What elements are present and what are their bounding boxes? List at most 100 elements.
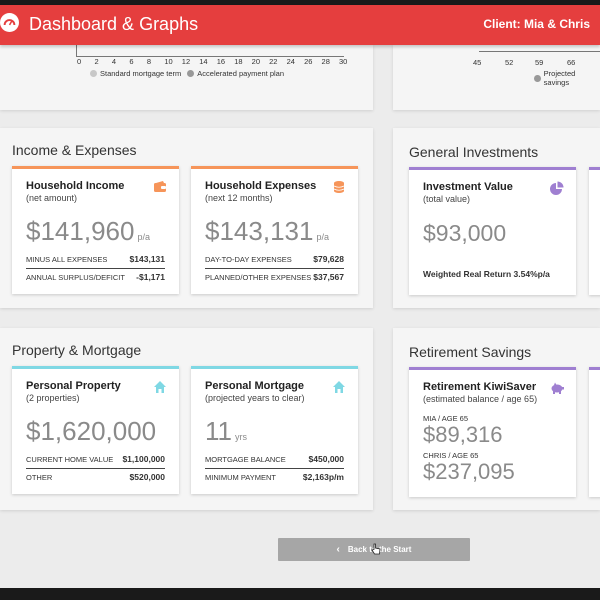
income-value: $141,960 bbox=[26, 216, 135, 246]
x-tick-label: 59 bbox=[535, 58, 544, 67]
card-subtitle: (total value) bbox=[423, 194, 471, 204]
card-subtitle: (estimated balance / age 65) bbox=[423, 394, 538, 404]
savings-legend: Projected savings bbox=[534, 69, 600, 87]
row-value: $520,000 bbox=[129, 472, 165, 482]
card-title: Household Income bbox=[26, 180, 125, 192]
x-tick-label: 8 bbox=[146, 57, 152, 66]
legend-dot bbox=[90, 70, 97, 77]
piggy-bank-icon bbox=[551, 382, 564, 394]
years-unit: yrs bbox=[235, 432, 247, 442]
chris-value: $237,095 bbox=[423, 459, 515, 484]
table-row: PLANNED/OTHER EXPENSES $37,567 bbox=[205, 269, 344, 285]
row-label: MORTGAGE BALANCE bbox=[205, 454, 286, 464]
row-value: $79,628 bbox=[313, 254, 344, 264]
home-icon bbox=[333, 381, 345, 393]
x-tick-label: 20 bbox=[251, 57, 260, 66]
legend-label: Projected savings bbox=[543, 69, 576, 87]
x-tick-label: 12 bbox=[181, 57, 191, 66]
chevron-left-icon: ‹ bbox=[336, 544, 340, 555]
x-tick-label: 10 bbox=[164, 57, 173, 66]
x-tick-label: 22 bbox=[269, 57, 278, 66]
property-mortgage-panel: Property & Mortgage Personal Property (2… bbox=[0, 328, 373, 510]
x-tick-label: 28 bbox=[321, 57, 330, 66]
chris-label: CHRIS / AGE 65 bbox=[423, 451, 479, 460]
mia-value: $89,316 bbox=[423, 422, 503, 447]
mortgage-chart-panel: 0 2 4 6 8 10 12 14 16 18 20 22 24 26 28 30 Standard mor… bbox=[0, 45, 373, 110]
x-tick-label: 45 bbox=[473, 58, 482, 67]
expenses-value-line: $143,131 p/a bbox=[205, 216, 329, 247]
legend-dot bbox=[187, 70, 195, 77]
x-tick-label: 52 bbox=[505, 58, 514, 67]
wallet-icon bbox=[154, 181, 166, 192]
app-header: Dashboard & Graphs Client: Mia & Chris bbox=[0, 5, 600, 45]
mortgage-years: 11 bbox=[205, 416, 232, 446]
retirement-card-partial bbox=[589, 367, 600, 497]
row-label: MINUS ALL EXPENSES bbox=[26, 254, 108, 264]
table-row: MINIMUM PAYMENT $2,163p/m bbox=[205, 469, 344, 485]
investment-value-card[interactable]: Investment Value (total value) $93,000 W… bbox=[409, 167, 576, 295]
divider bbox=[26, 268, 165, 269]
section-title: Income & Expenses bbox=[12, 142, 137, 158]
row-label: OTHER bbox=[26, 472, 53, 482]
row-label: CURRENT HOME VALUE bbox=[26, 454, 114, 464]
savings-x-axis bbox=[479, 51, 600, 52]
table-row: DAY-TO-DAY EXPENSES $79,628 bbox=[205, 251, 344, 267]
household-expenses-card[interactable]: Household Expenses (next 12 months) $143… bbox=[191, 166, 358, 294]
investment-card-partial bbox=[589, 167, 600, 295]
legend-label: Accelerated payment plan bbox=[197, 69, 285, 78]
row-label: MINIMUM PAYMENT bbox=[205, 472, 276, 482]
card-title: Personal Property bbox=[26, 380, 121, 392]
income-unit: p/a bbox=[137, 232, 150, 242]
x-tick-label: 16 bbox=[216, 57, 226, 66]
mortgage-years-line: 11 yrs bbox=[205, 416, 247, 447]
card-subtitle: (next 12 months) bbox=[205, 193, 273, 203]
income-expenses-panel: Income & Expenses Household Income (net … bbox=[0, 128, 373, 308]
window-bottom-bar bbox=[0, 588, 600, 600]
table-row: MINUS ALL EXPENSES $143,131 bbox=[26, 251, 165, 267]
general-investments-panel: General Investments Investment Value (to… bbox=[393, 128, 600, 308]
dashboard-gauge-icon[interactable] bbox=[0, 13, 19, 32]
x-tick-label: 18 bbox=[234, 57, 243, 66]
section-title: Retirement Savings bbox=[409, 344, 532, 360]
mia-label: MIA / AGE 65 bbox=[423, 414, 469, 423]
table-row: MORTGAGE BALANCE $450,000 bbox=[205, 451, 344, 467]
x-tick-label: 26 bbox=[304, 57, 313, 66]
legend-dot bbox=[534, 74, 541, 82]
income-value-line: $141,960 p/a bbox=[26, 216, 150, 247]
mortgage-legend: Standard mortgage term Accelerated paymen… bbox=[90, 69, 290, 78]
x-tick-label: 24 bbox=[286, 57, 295, 66]
personal-property-card[interactable]: Personal Property (2 properties) $1,620,… bbox=[12, 366, 179, 494]
investment-value: $93,000 bbox=[423, 220, 507, 246]
x-tick-label: 4 bbox=[111, 57, 117, 66]
retirement-kiwisaver-card[interactable]: Retirement KiwiSaver (estimated balance … bbox=[409, 367, 576, 497]
card-title: Household Expenses bbox=[205, 180, 317, 192]
x-tick-label: 0 bbox=[77, 57, 82, 66]
expenses-value: $143,131 bbox=[205, 216, 314, 246]
x-tick-label: 66 bbox=[567, 58, 576, 67]
card-title: Investment Value bbox=[423, 181, 513, 193]
hand-cursor-icon bbox=[371, 543, 381, 555]
personal-mortgage-card[interactable]: Personal Mortgage (projected years to cl… bbox=[191, 366, 358, 494]
chart-y-axis bbox=[76, 45, 77, 56]
section-title: General Investments bbox=[409, 144, 539, 160]
chart-x-axis bbox=[76, 56, 344, 57]
section-title: Property & Mortgage bbox=[12, 342, 142, 358]
divider bbox=[26, 468, 165, 469]
legend-label: Standard mortgage term bbox=[100, 69, 182, 78]
x-tick-label: 6 bbox=[129, 57, 134, 66]
x-tick-label: 30 bbox=[339, 57, 348, 66]
row-value: -$1,171 bbox=[136, 272, 165, 282]
property-value: $1,620,000 bbox=[26, 416, 157, 446]
card-subtitle: (net amount) bbox=[26, 193, 78, 203]
divider bbox=[205, 268, 344, 269]
savings-chart-panel: 45 52 59 66 Projected savings bbox=[393, 45, 600, 110]
row-value: $143,131 bbox=[129, 254, 165, 264]
card-title: Personal Mortgage bbox=[205, 380, 305, 392]
household-income-card[interactable]: Household Income (net amount) $141,960 p/… bbox=[12, 166, 179, 294]
client-name: Client: Mia & Chris bbox=[483, 17, 590, 31]
table-row: OTHER $520,000 bbox=[26, 469, 165, 485]
row-label: DAY-TO-DAY EXPENSES bbox=[205, 254, 292, 264]
row-value: $1,100,000 bbox=[122, 454, 165, 464]
row-label: ANNUAL SURPLUS/DEFICIT bbox=[26, 272, 125, 282]
window-top-bar bbox=[0, 0, 600, 5]
